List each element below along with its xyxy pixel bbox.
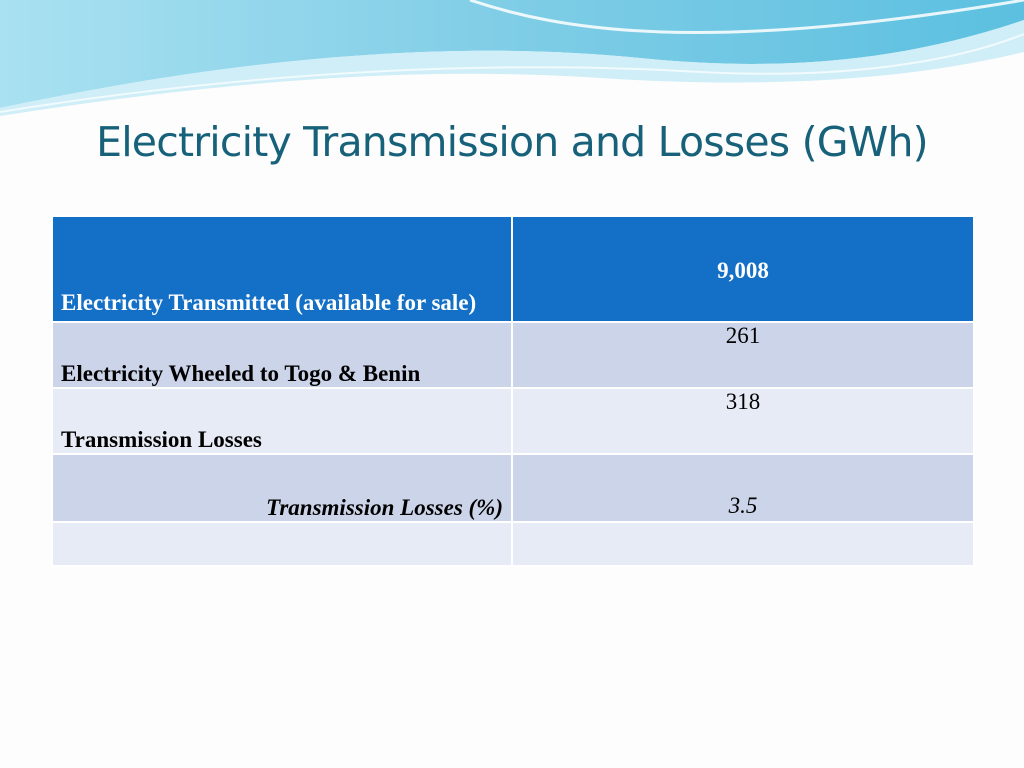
slide-title: Electricity Transmission and Losses (GWh… <box>96 118 929 166</box>
row-value-cell: 261 <box>511 321 975 389</box>
decorative-wave-banner <box>0 0 1024 116</box>
table-header-row: Electricity Transmitted (available for s… <box>51 215 975 323</box>
row-label-cell: Electricity Wheeled to Togo & Benin <box>51 321 513 389</box>
row-label-cell: Transmission Losses <box>51 387 513 455</box>
table-row-empty <box>51 521 975 567</box>
table-row: Electricity Wheeled to Togo & Benin 261 <box>51 321 975 389</box>
table-row: Transmission Losses 318 <box>51 387 975 455</box>
row-value-cell: 3.5 <box>511 453 975 523</box>
row-label-cell: Transmission Losses (%) <box>51 453 513 523</box>
transmission-losses-table: Electricity Transmitted (available for s… <box>51 215 975 567</box>
header-label-cell: Electricity Transmitted (available for s… <box>51 215 513 323</box>
row-value-cell <box>511 521 975 567</box>
table-row: Transmission Losses (%) 3.5 <box>51 453 975 523</box>
row-value-cell: 318 <box>511 387 975 455</box>
row-label-cell <box>51 521 513 567</box>
header-value-cell: 9,008 <box>511 215 975 323</box>
